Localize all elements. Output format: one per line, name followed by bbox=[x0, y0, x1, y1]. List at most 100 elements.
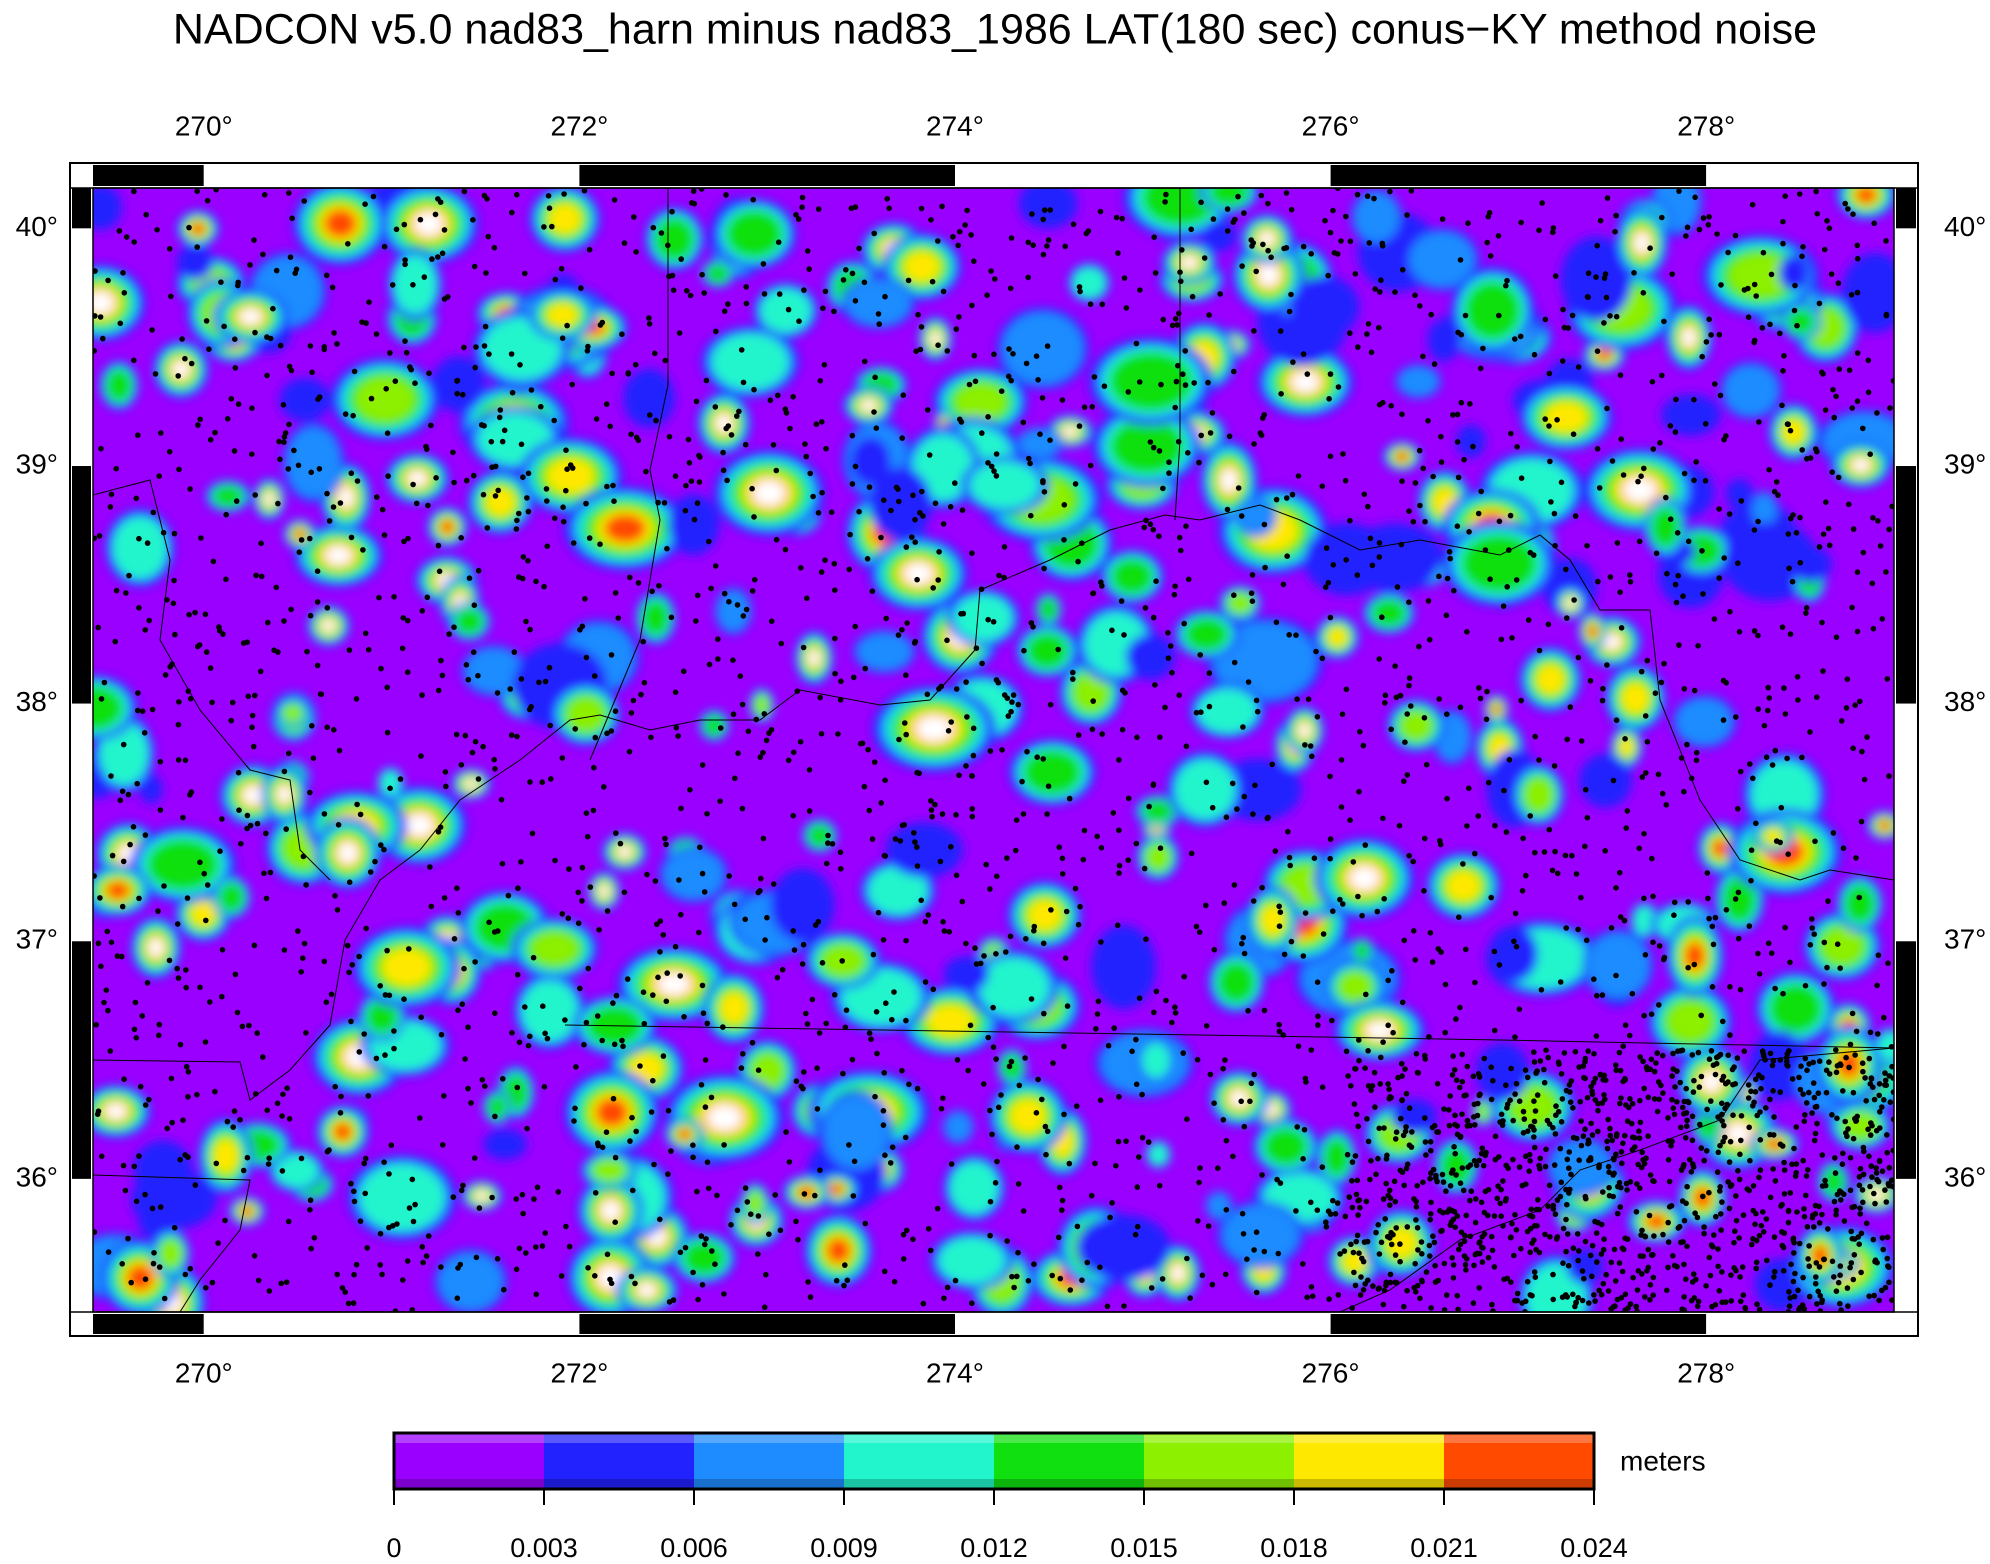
station-dot bbox=[1859, 748, 1865, 755]
station-dot bbox=[848, 205, 855, 212]
station-dot bbox=[435, 829, 442, 835]
station-dot bbox=[1008, 1058, 1015, 1065]
station-dot bbox=[1587, 1252, 1594, 1259]
station-dot bbox=[865, 746, 871, 753]
station-dot bbox=[1222, 1057, 1228, 1063]
station-dot bbox=[1782, 193, 1788, 199]
station-dot bbox=[175, 975, 182, 981]
station-dot bbox=[1386, 1086, 1392, 1093]
station-dot bbox=[893, 484, 900, 491]
station-dot bbox=[1261, 521, 1268, 528]
station-dot bbox=[1785, 1063, 1791, 1069]
station-dot bbox=[1428, 1199, 1434, 1206]
station-dot bbox=[174, 921, 181, 927]
station-dot bbox=[1871, 1096, 1878, 1103]
station-dot bbox=[738, 347, 745, 353]
station-dot bbox=[1716, 1288, 1723, 1294]
field-blob bbox=[1723, 364, 1779, 417]
station-dot bbox=[1812, 446, 1819, 452]
station-dot bbox=[1315, 1013, 1321, 1020]
station-dot bbox=[1132, 1231, 1139, 1238]
station-dot bbox=[258, 573, 265, 580]
station-dot bbox=[572, 726, 578, 732]
station-dot bbox=[254, 1030, 260, 1036]
station-dot bbox=[663, 998, 670, 1005]
station-dot bbox=[672, 689, 679, 696]
station-dot bbox=[610, 1095, 617, 1102]
station-dot bbox=[1489, 1247, 1496, 1254]
station-dot bbox=[912, 539, 918, 545]
station-dot bbox=[1726, 511, 1733, 517]
field-blob bbox=[1110, 418, 1184, 474]
station-dot bbox=[1501, 787, 1507, 794]
station-dot bbox=[1423, 761, 1430, 768]
field-blob bbox=[1221, 1204, 1300, 1265]
station-dot bbox=[1295, 1043, 1302, 1050]
station-dot bbox=[1723, 907, 1730, 913]
station-dot bbox=[1512, 336, 1518, 342]
station-dot bbox=[429, 256, 435, 262]
station-dot bbox=[113, 587, 120, 594]
station-dot bbox=[1172, 316, 1179, 322]
station-dot bbox=[720, 467, 727, 474]
station-dot bbox=[1375, 1286, 1382, 1292]
station-dot bbox=[1182, 382, 1189, 388]
station-dot bbox=[397, 776, 404, 782]
station-dot bbox=[513, 526, 520, 532]
station-dot bbox=[1115, 1138, 1122, 1145]
station-dot bbox=[1355, 1123, 1361, 1130]
station-dot bbox=[809, 996, 816, 1003]
station-dot bbox=[1583, 1195, 1589, 1202]
field-blob bbox=[464, 647, 524, 694]
station-dot bbox=[755, 1213, 762, 1219]
station-dot bbox=[1820, 371, 1826, 377]
field-blob bbox=[1586, 932, 1650, 999]
station-dot bbox=[899, 1067, 905, 1074]
station-dot bbox=[1356, 788, 1362, 795]
station-dot bbox=[1153, 988, 1160, 995]
station-dot bbox=[872, 1093, 878, 1100]
station-dot bbox=[631, 214, 637, 220]
station-dot bbox=[1275, 1250, 1282, 1257]
field-blob bbox=[1725, 478, 1754, 509]
station-dot bbox=[1781, 685, 1787, 691]
station-dot bbox=[391, 1045, 397, 1052]
station-dot bbox=[1623, 825, 1630, 831]
station-dot bbox=[1160, 316, 1166, 323]
station-dot bbox=[1081, 404, 1088, 411]
station-dot bbox=[1360, 1258, 1367, 1265]
station-dot bbox=[142, 1276, 149, 1282]
station-dot bbox=[1003, 949, 1009, 955]
field-blob bbox=[1354, 941, 1370, 961]
field-blob bbox=[264, 492, 275, 506]
station-dot bbox=[1008, 235, 1015, 241]
station-dot bbox=[368, 395, 375, 402]
station-dot bbox=[1718, 1227, 1724, 1233]
station-dot bbox=[143, 211, 149, 218]
station-dot bbox=[1403, 1090, 1410, 1097]
station-dot bbox=[1199, 1272, 1206, 1279]
station-dot bbox=[1600, 1280, 1607, 1287]
station-dot bbox=[724, 477, 730, 484]
station-dot bbox=[655, 974, 661, 981]
station-dot bbox=[1791, 1250, 1797, 1256]
station-dot bbox=[212, 429, 218, 436]
station-dot bbox=[831, 560, 838, 567]
station-dot bbox=[1055, 646, 1061, 653]
field-blob bbox=[1197, 689, 1257, 733]
station-dot bbox=[465, 676, 472, 683]
station-dot bbox=[1122, 690, 1128, 696]
station-dot bbox=[125, 791, 132, 798]
station-dot bbox=[1232, 216, 1238, 223]
station-dot bbox=[583, 654, 590, 661]
station-dot bbox=[1223, 814, 1230, 820]
station-dot bbox=[1822, 1177, 1828, 1184]
station-dot bbox=[1886, 1279, 1892, 1286]
station-dot bbox=[346, 647, 353, 653]
station-dot bbox=[1392, 289, 1398, 295]
station-dot bbox=[133, 1198, 140, 1205]
station-dot bbox=[184, 895, 191, 901]
station-dot bbox=[1427, 1253, 1433, 1259]
station-dot bbox=[680, 668, 687, 675]
station-dot bbox=[1450, 1262, 1457, 1268]
